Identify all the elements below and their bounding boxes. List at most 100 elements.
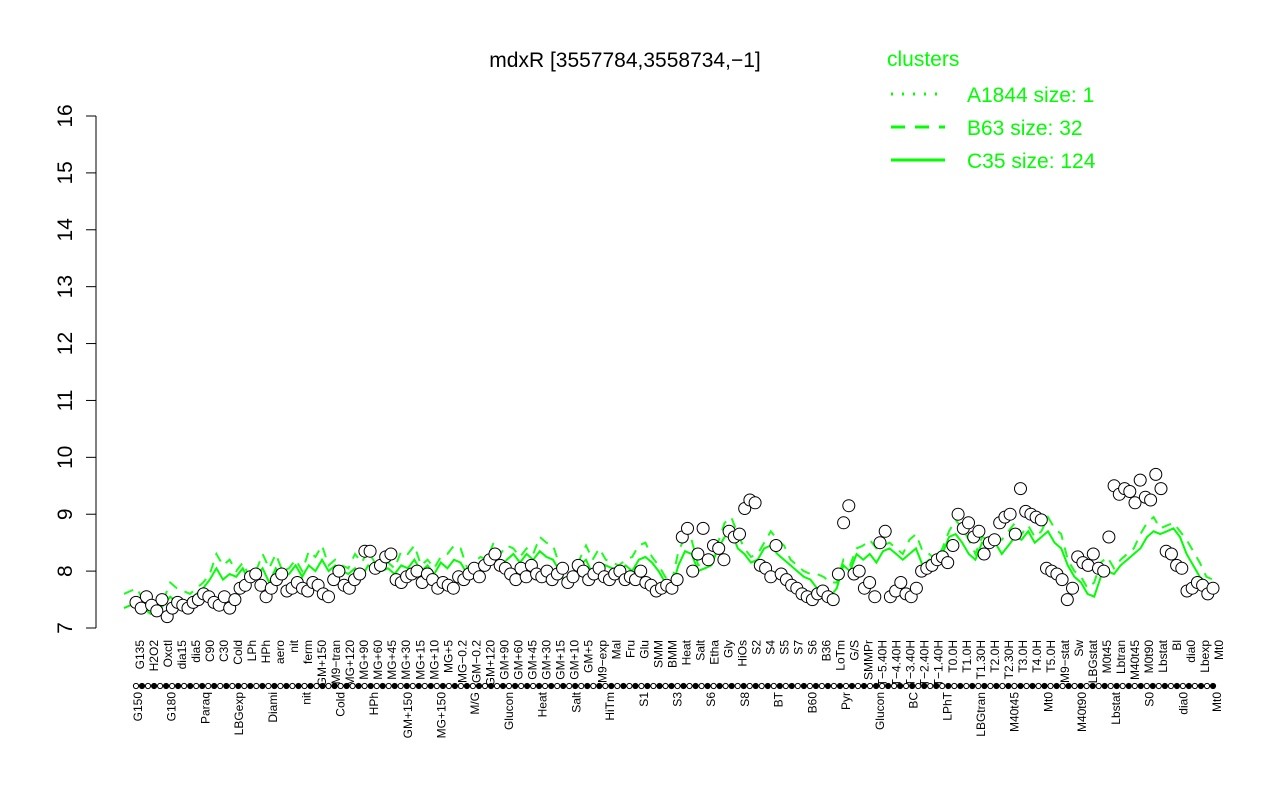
x-tick-label: T3.0H [1016,640,1030,673]
data-point [228,593,242,607]
x-tick-label: HPh [259,640,273,663]
x-tick-label: M0t45 [1100,640,1114,674]
x-tick-label: Diami [266,692,280,723]
x-tick-mark [199,682,206,690]
x-tick-mark [295,682,302,690]
x-tick-mark [554,682,561,690]
data-point [566,570,580,584]
x-tick-mark [271,682,278,690]
data-point [852,564,866,578]
x-tick-label: BC [907,692,921,709]
data-point [842,499,856,513]
x-tick-label: Glu [638,640,652,659]
x-tick-label: Lbstat [1156,639,1170,672]
y-tick-label: 8 [54,565,77,577]
x-tick-mark [415,682,422,690]
data-point [1149,467,1163,481]
x-tick-label: S4 [764,640,778,655]
x-tick-label: T4.0H [1030,640,1044,673]
x-tick-label: GM+45 [525,640,539,680]
x-tick-label: GM+15 [553,640,567,680]
x-tick-mark [349,682,356,690]
x-tick-mark [848,682,856,690]
data-point [941,556,955,570]
x-tick-mark [355,682,362,690]
data-point [962,516,975,530]
x-tick-mark [313,682,320,690]
x-tick-mark [782,682,789,690]
x-tick-mark [289,682,296,690]
x-tick-mark [770,682,777,690]
data-point [1034,513,1048,527]
x-tick-label: nit [287,639,301,652]
data-point [1133,473,1147,487]
x-tick-mark [319,682,326,690]
x-tick-mark [915,682,922,690]
x-axis: G135 H2O2 Oxctl dia15 dia5 C90 C30 Cold LPh HPh ae… [131,639,1226,738]
x-tick-mark [975,682,982,690]
x-tick-mark [836,682,844,690]
x-tick-mark [1107,682,1114,690]
data-point [1206,581,1220,595]
x-tick-mark [1041,682,1048,690]
x-tick-label: H2O2 [147,640,161,672]
x-tick-label: aero [273,640,287,664]
x-tick-mark [686,682,693,690]
x-tick-mark [1029,682,1036,690]
x-tick-mark [758,682,765,690]
x-tick-mark [999,682,1006,690]
legend: clusters A1844 size: 1 B63 size: 32 C35 si… [887,48,1096,173]
x-tick-label: C30 [217,640,231,662]
data-point [1128,496,1142,510]
x-tick-mark [144,682,152,690]
x-tick-mark [981,682,988,690]
data-point [1164,547,1178,561]
x-tick-label: S1 [637,692,651,707]
x-tick-mark [704,682,711,690]
x-tick-mark [969,682,976,690]
data-point [1055,573,1069,587]
x-tick-label: M9−exp [595,640,609,683]
data-point [1066,581,1079,595]
x-tick-mark [367,682,374,690]
x-tick-mark [794,682,801,690]
x-tick-mark [301,682,308,690]
x-tick-mark [800,682,808,690]
x-tick-label: GM+5 [581,640,595,673]
x-tick-mark [818,682,826,690]
data-point [332,564,346,578]
x-tick-mark [632,682,639,690]
x-tick-mark [1137,682,1144,690]
data-point [837,516,851,530]
x-tick-label: Mt0 [1041,692,1055,712]
x-tick-label: T1.0H [960,640,974,673]
x-tick-mark [1071,682,1078,690]
x-tick-label: Oxctl [161,640,175,667]
x-tick-label: GM+150 [401,692,415,739]
x-tick-mark [518,682,525,690]
x-tick-mark [1047,682,1054,690]
x-tick-mark [740,682,747,690]
x-tick-mark [650,682,657,690]
x-tick-label: MG+5 [441,640,455,673]
legend-title: clusters [887,48,959,71]
x-tick-mark [433,682,440,690]
data-point [353,567,367,581]
x-tick-mark [710,682,717,690]
x-tick-label: dia5 [189,640,203,663]
x-tick-mark [963,682,970,690]
y-tick-label: 14 [54,218,77,242]
x-tick-label: Heat [536,691,550,717]
x-tick-label: Bl [1170,640,1184,651]
x-tick-mark [1011,682,1018,690]
x-tick-mark [1065,682,1072,690]
x-tick-mark [987,682,994,690]
x-tick-mark [138,682,146,690]
x-tick-mark [205,682,212,690]
series-line-B63 [123,514,1214,610]
x-tick-mark [343,682,350,690]
data-point [446,581,460,595]
x-tick-mark [1035,682,1042,690]
x-tick-mark [764,682,771,690]
